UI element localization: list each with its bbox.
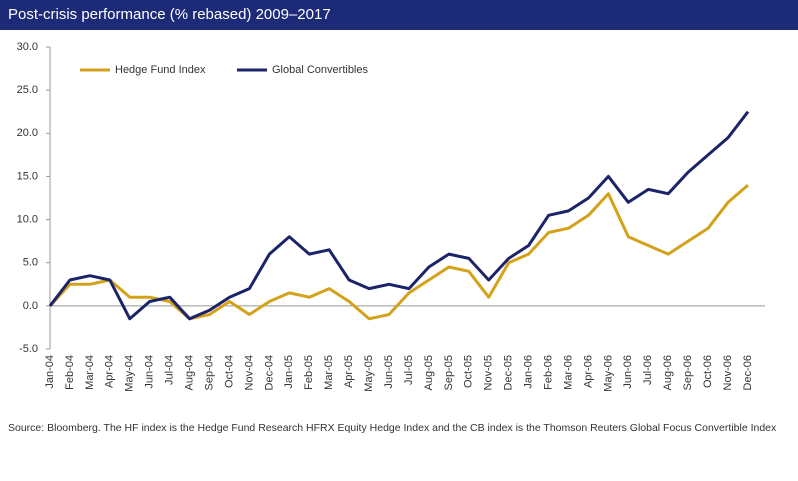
y-tick-label: 0.0 bbox=[23, 300, 38, 312]
y-tick-label: 10.0 bbox=[17, 213, 38, 225]
x-tick-label: Dec-04 bbox=[263, 355, 275, 390]
x-tick-label: Jun-04 bbox=[144, 355, 156, 389]
y-tick-label: 15.0 bbox=[17, 170, 38, 182]
x-tick-label: Jun-05 bbox=[383, 355, 395, 389]
y-tick-label: 20.0 bbox=[17, 127, 38, 139]
x-tick-label: Sep-04 bbox=[203, 355, 215, 390]
x-tick-label: Jul-06 bbox=[642, 355, 654, 385]
x-tick-label: Feb-04 bbox=[64, 355, 76, 390]
x-tick-label: Nov-04 bbox=[243, 355, 255, 390]
x-tick-label: Sep-05 bbox=[443, 355, 455, 390]
x-tick-label: Aug-04 bbox=[184, 355, 196, 390]
legend-label: Hedge Fund Index bbox=[115, 64, 206, 76]
line-series bbox=[48, 110, 750, 321]
x-tick-label: Jan-04 bbox=[44, 355, 56, 389]
x-tick-label: Jun-06 bbox=[622, 355, 634, 389]
x-tick-label: Mar-06 bbox=[562, 355, 574, 390]
y-tick-label: 25.0 bbox=[17, 84, 38, 96]
y-tick-label: 5.0 bbox=[23, 257, 38, 269]
x-tick-label: Aug-05 bbox=[423, 355, 435, 390]
x-tick-label: Mar-04 bbox=[84, 355, 96, 390]
y-tick-label: 30.0 bbox=[17, 41, 38, 53]
title-bar: Post-crisis performance (% rebased) 2009… bbox=[0, 0, 798, 30]
x-tick-label: Apr-06 bbox=[582, 355, 594, 388]
source-note: Source: Bloomberg. The HF index is the H… bbox=[8, 422, 777, 434]
x-tick-label: Jan-05 bbox=[283, 355, 295, 389]
x-tick-label: May-06 bbox=[602, 355, 614, 392]
x-tick-label: Feb-06 bbox=[542, 355, 554, 390]
x-tick-label: Oct-06 bbox=[702, 355, 714, 388]
x-tick-label: Oct-04 bbox=[223, 355, 235, 388]
x-tick-label: Jul-04 bbox=[164, 355, 176, 385]
x-tick-label: Sep-06 bbox=[682, 355, 694, 390]
x-tick-label: Aug-06 bbox=[662, 355, 674, 390]
x-tick-label: Nov-05 bbox=[483, 355, 495, 390]
x-tick-label: Dec-06 bbox=[742, 355, 754, 390]
chart-title: Post-crisis performance (% rebased) 2009… bbox=[8, 6, 331, 23]
chart: -5.0 0.0 5.0 10.0 15.0 20.0 25.0 30.0 Jan-04 Feb-… bbox=[17, 41, 765, 392]
x-tick-label: Dec-05 bbox=[503, 355, 515, 390]
x-tick-label: May-05 bbox=[363, 355, 375, 392]
x-tick-label: Nov-06 bbox=[722, 355, 734, 390]
x-tick-label: Apr-05 bbox=[343, 355, 355, 388]
legend-label: Global Convertibles bbox=[272, 64, 368, 76]
x-tick-label: Apr-04 bbox=[104, 355, 116, 388]
x-tick-label: May-04 bbox=[124, 355, 136, 392]
x-tick-label: Jul-05 bbox=[403, 355, 415, 385]
x-tick-label: Mar-05 bbox=[323, 355, 335, 390]
line-series bbox=[48, 183, 749, 321]
x-tick-label: Jan-06 bbox=[523, 355, 535, 389]
x-tick-label: Oct-05 bbox=[463, 355, 475, 388]
y-tick-label: -5.0 bbox=[19, 343, 38, 355]
x-tick-label: Feb-05 bbox=[303, 355, 315, 390]
